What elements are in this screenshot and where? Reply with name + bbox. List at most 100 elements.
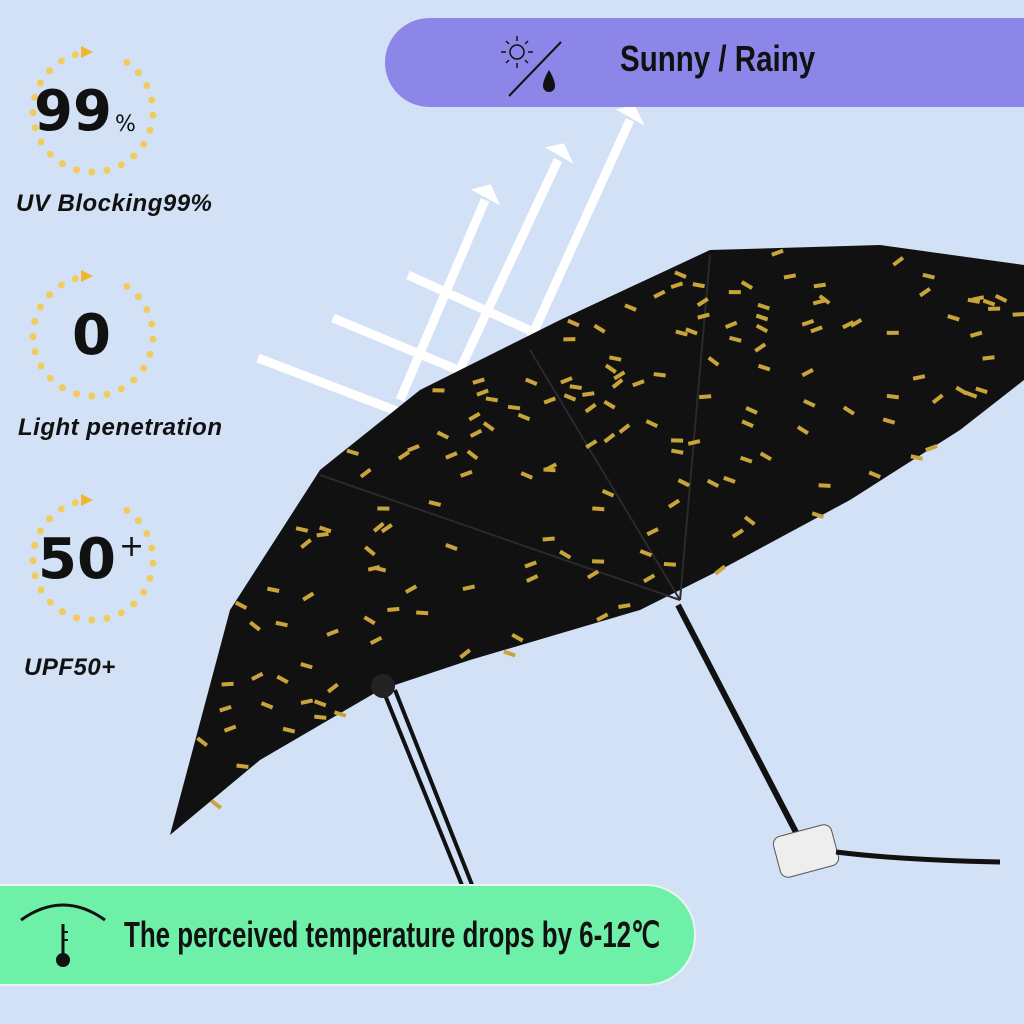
pattern-mark	[988, 306, 1001, 311]
ring-dot	[134, 293, 142, 301]
pattern-mark	[801, 367, 814, 378]
pattern-mark	[910, 454, 923, 461]
pattern-mark	[601, 489, 615, 498]
pattern-mark	[236, 763, 249, 769]
ring-dot	[143, 305, 151, 313]
pattern-mark	[818, 483, 831, 488]
pattern-mark	[922, 272, 935, 280]
ring-dot	[143, 81, 151, 89]
pattern-mark	[234, 600, 248, 610]
ring-dot	[130, 600, 138, 608]
ring-dot	[73, 166, 81, 174]
pattern-mark	[196, 736, 209, 748]
pattern-mark	[632, 379, 645, 388]
pattern-mark	[524, 560, 537, 569]
pattern-mark	[592, 506, 605, 512]
pattern-mark	[618, 423, 631, 434]
pattern-mark	[639, 549, 653, 558]
pattern-mark	[300, 698, 314, 705]
pattern-mark	[813, 282, 826, 289]
ring-dot	[31, 317, 39, 325]
pattern-mark	[372, 521, 385, 533]
pattern-mark	[596, 612, 609, 622]
dotted-ring-icon	[29, 46, 157, 176]
ring-dot	[148, 320, 156, 328]
ring-dot	[31, 124, 39, 132]
pattern-mark	[892, 256, 905, 267]
ring-dot	[117, 161, 125, 169]
ring-dot	[37, 138, 45, 146]
ring-dot	[71, 499, 79, 507]
pattern-mark	[697, 312, 710, 320]
ring-dot	[31, 93, 39, 101]
pattern-mark	[699, 394, 712, 400]
pattern-mark	[925, 444, 938, 452]
ring-dot	[146, 350, 154, 358]
pattern-mark	[517, 412, 531, 422]
pattern-mark	[964, 390, 978, 399]
pattern-mark	[918, 287, 932, 298]
pattern-mark	[445, 451, 458, 460]
pattern-mark	[300, 662, 313, 670]
ring-dot	[58, 608, 66, 616]
pattern-mark	[603, 399, 616, 410]
pattern-mark	[326, 628, 339, 637]
ring-dot	[57, 57, 65, 65]
pattern-mark	[706, 478, 720, 488]
pattern-mark	[759, 451, 773, 462]
pattern-mark	[377, 506, 390, 511]
ring-dot	[143, 529, 151, 537]
pattern-mark	[511, 632, 524, 643]
sun-rain-icon	[501, 36, 562, 97]
pattern-mark	[982, 298, 996, 307]
ring-dot	[46, 150, 54, 158]
feature-value: 0	[72, 303, 111, 368]
ring-dot	[36, 79, 44, 87]
pattern-mark	[524, 377, 538, 386]
pattern-mark	[947, 314, 960, 322]
pattern-mark	[468, 411, 481, 422]
pattern-mark	[740, 280, 754, 290]
ring-dot	[130, 152, 138, 160]
pattern-mark	[724, 320, 738, 329]
ring-dot	[36, 527, 44, 535]
pattern-mark	[696, 297, 709, 308]
pattern-mark	[387, 606, 400, 612]
ring-dot	[58, 384, 66, 392]
pattern-mark	[741, 419, 754, 429]
ring-dot	[37, 362, 45, 370]
pattern-mark	[886, 330, 899, 335]
pattern-mark	[642, 573, 656, 584]
ring-dot	[140, 364, 148, 372]
arrow-icon	[81, 46, 93, 58]
ring-dot	[117, 609, 125, 617]
ring-dot	[103, 390, 111, 398]
pattern-mark	[969, 330, 983, 338]
pattern-mark	[318, 525, 332, 534]
pattern-mark	[982, 355, 995, 361]
pattern-mark	[810, 325, 823, 334]
pattern-mark	[608, 355, 622, 362]
banner-text: Sunny / Rainy	[620, 38, 816, 79]
pattern-mark	[316, 531, 329, 538]
ring-dot	[134, 69, 142, 77]
pattern-mark	[796, 425, 810, 436]
pattern-mark	[653, 289, 666, 299]
ring-dot	[130, 376, 138, 384]
sunny-rainy-banner: Sunny / Rainy	[385, 18, 1024, 107]
pattern-mark	[646, 527, 659, 537]
pattern-mark	[692, 282, 705, 289]
pattern-mark	[841, 320, 855, 330]
pattern-mark	[432, 388, 445, 393]
pattern-mark	[675, 329, 688, 337]
pattern-mark	[728, 290, 741, 295]
feature-value-row: 50 +	[38, 532, 144, 588]
pattern-mark	[783, 273, 797, 280]
dotted-ring-icon	[29, 270, 157, 400]
pattern-mark	[754, 342, 767, 353]
ring-dot	[148, 96, 156, 104]
pattern-mark	[302, 591, 315, 602]
pattern-mark	[663, 561, 677, 567]
pattern-mark	[462, 584, 476, 592]
